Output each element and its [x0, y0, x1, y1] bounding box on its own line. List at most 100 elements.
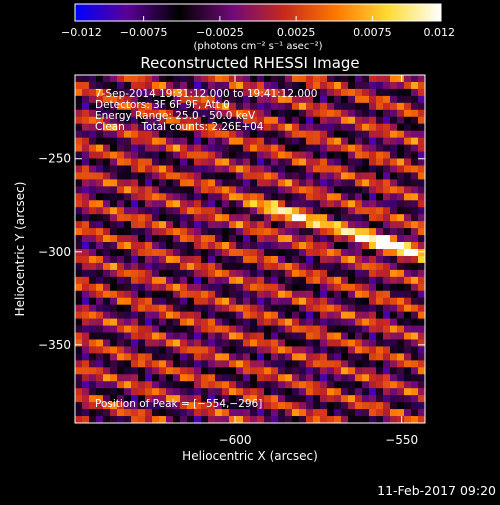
- heatmap-cell: [397, 353, 405, 361]
- heatmap-cell: [187, 381, 195, 389]
- heatmap-cell: [103, 235, 111, 243]
- heatmap-cell: [404, 416, 412, 423]
- heatmap-cell: [320, 186, 328, 194]
- heatmap-cell: [194, 137, 202, 145]
- heatmap-cell: [117, 228, 125, 236]
- heatmap-cell: [152, 81, 160, 90]
- heatmap-cell: [334, 374, 342, 382]
- heatmap-cell: [404, 235, 412, 243]
- heatmap-cell: [376, 228, 384, 236]
- heatmap-cell: [208, 339, 216, 347]
- heatmap-cell: [341, 158, 349, 166]
- heatmap-cell: [418, 416, 425, 423]
- heatmap-cell: [250, 88, 258, 97]
- heatmap-cell: [334, 367, 342, 375]
- heatmap-cell: [383, 304, 391, 313]
- heatmap-cell: [201, 304, 209, 313]
- heatmap-cell: [236, 318, 244, 326]
- heatmap-cell: [194, 179, 202, 187]
- heatmap-cell: [306, 339, 314, 347]
- heatmap-cell: [404, 165, 412, 173]
- heatmap-cell: [320, 214, 328, 222]
- heatmap-cell: [152, 109, 160, 118]
- heatmap-cell: [383, 137, 391, 145]
- heatmap-cell: [131, 262, 139, 271]
- heatmap-cell: [285, 179, 293, 187]
- heatmap-cell: [236, 109, 244, 118]
- heatmap-cell: [285, 276, 293, 285]
- heatmap-cell: [250, 402, 258, 410]
- heatmap-cell: [131, 290, 139, 299]
- heatmap-cell: [152, 158, 160, 166]
- heatmap-cells: [75, 75, 425, 423]
- heatmap-cell: [264, 193, 272, 201]
- heatmap-cell: [222, 158, 230, 166]
- heatmap-cell: [236, 165, 244, 173]
- heatmap-cell: [159, 318, 167, 326]
- heatmap-cell: [257, 283, 265, 292]
- heatmap-cell: [236, 172, 244, 180]
- heatmap-cell: [124, 186, 132, 194]
- heatmap-cell: [194, 283, 202, 292]
- heatmap-cell: [369, 290, 377, 299]
- heatmap-cell: [327, 276, 335, 285]
- heatmap-cell: [117, 276, 125, 285]
- heatmap-cell: [75, 297, 83, 306]
- heatmap-cell: [229, 165, 237, 173]
- heatmap-cell: [187, 228, 195, 236]
- heatmap-cell: [194, 360, 202, 368]
- heatmap-cell: [327, 402, 335, 410]
- heatmap-cell: [404, 81, 412, 90]
- heatmap-cell: [131, 388, 139, 396]
- heatmap-cell: [264, 360, 272, 368]
- heatmap-cell: [180, 75, 188, 83]
- heatmap-cell: [278, 374, 286, 382]
- heatmap-cell: [348, 81, 356, 90]
- heatmap-cell: [397, 318, 405, 326]
- heatmap-cell: [75, 318, 83, 326]
- heatmap-cell: [145, 269, 153, 278]
- heatmap-cell: [201, 290, 209, 299]
- heatmap-cell: [138, 402, 146, 410]
- heatmap-cell: [187, 214, 195, 222]
- heatmap-cell: [278, 228, 286, 236]
- heatmap-cell: [208, 221, 216, 229]
- heatmap-cell: [271, 172, 279, 180]
- heatmap-cell: [299, 116, 307, 125]
- heatmap-cell: [418, 325, 425, 333]
- heatmap-cell: [250, 75, 258, 83]
- heatmap-cell: [215, 193, 223, 201]
- heatmap-cell: [180, 416, 188, 423]
- heatmap-cell: [166, 381, 174, 389]
- heatmap-cell: [334, 409, 342, 417]
- heatmap-cell: [215, 221, 223, 229]
- heatmap-cell: [152, 75, 160, 83]
- heatmap-cell: [159, 255, 167, 264]
- heatmap-cell: [152, 325, 160, 333]
- heatmap-cell: [418, 130, 425, 139]
- heatmap-cell: [257, 81, 265, 90]
- y-tick-label: −250: [38, 152, 71, 166]
- heatmap-cell: [376, 318, 384, 326]
- heatmap-cell: [292, 123, 300, 132]
- heatmap-cell: [152, 165, 160, 173]
- heatmap-cell: [159, 325, 167, 333]
- heatmap-cell: [194, 235, 202, 243]
- heatmap-cell: [306, 130, 314, 139]
- heatmap-cell: [299, 228, 307, 236]
- heatmap-cell: [264, 221, 272, 229]
- heatmap-cell: [341, 172, 349, 180]
- heatmap-cell: [82, 402, 90, 410]
- heatmap-cell: [376, 255, 384, 264]
- colorbar-tick-label: −0.0025: [196, 26, 244, 39]
- heatmap-cell: [299, 242, 307, 250]
- heatmap-cell: [341, 276, 349, 285]
- heatmap-cell: [376, 214, 384, 222]
- heatmap-cell: [376, 395, 384, 403]
- heatmap-cell: [187, 242, 195, 250]
- heatmap-cell: [159, 249, 167, 257]
- heatmap-cell: [355, 325, 363, 333]
- heatmap-cell: [320, 367, 328, 375]
- heatmap-cell: [285, 339, 293, 347]
- heatmap-cell: [299, 290, 307, 299]
